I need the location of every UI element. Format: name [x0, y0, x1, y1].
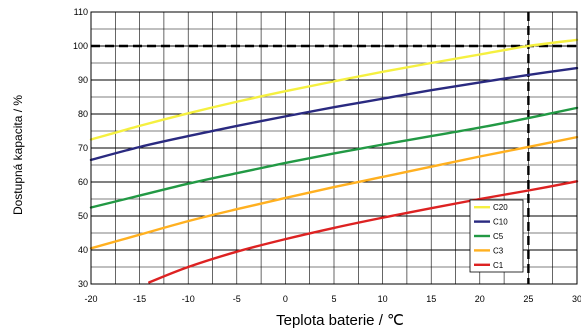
x-tick-label: 10 [378, 294, 388, 304]
y-tick-label: 100 [73, 41, 88, 51]
x-tick-label: 25 [523, 294, 533, 304]
x-tick-label: -20 [84, 294, 97, 304]
y-tick-label: 70 [78, 143, 88, 153]
y-tick-label: 30 [78, 279, 88, 289]
reference-lines [91, 12, 577, 284]
y-tick-label: 50 [78, 211, 88, 221]
y-tick-label: 40 [78, 245, 88, 255]
y-axis-title: Dostupná kapacita / % [11, 95, 25, 215]
y-tick-labels: 30 40 50 60 70 80 90 100 110 [73, 7, 88, 289]
x-tick-labels: -20 -15 -10 -5 0 5 10 15 20 25 30 [84, 294, 581, 304]
x-tick-label: 0 [283, 294, 288, 304]
series-line-c10 [89, 66, 579, 162]
legend-label-c20: C20 [493, 203, 508, 212]
x-tick-label: 15 [426, 294, 436, 304]
series-line-c20 [89, 38, 579, 141]
y-tick-label: 80 [78, 109, 88, 119]
x-tick-label: 20 [475, 294, 485, 304]
legend-label-c3: C3 [493, 246, 504, 255]
legend-label-c10: C10 [493, 218, 508, 227]
legend-label-c5: C5 [493, 232, 504, 241]
legend-label-c1: C1 [493, 261, 504, 270]
chart-legend: C20 C10 C5 C3 C1 [469, 199, 524, 273]
x-tick-label: -15 [133, 294, 146, 304]
y-tick-label: 90 [78, 75, 88, 85]
series-line-c1 [148, 180, 579, 284]
x-tick-label: 30 [572, 294, 581, 304]
series-line-c5 [89, 106, 579, 209]
x-tick-label: 5 [331, 294, 336, 304]
x-tick-label: -10 [182, 294, 195, 304]
chart-series [89, 38, 579, 284]
x-axis-title: Teplota baterie / ℃ [276, 312, 404, 329]
x-tick-label: -5 [233, 294, 241, 304]
y-tick-label: 60 [78, 177, 88, 187]
plot-frame [90, 11, 578, 285]
series-line-c3 [89, 135, 579, 250]
y-tick-label: 110 [74, 7, 88, 17]
